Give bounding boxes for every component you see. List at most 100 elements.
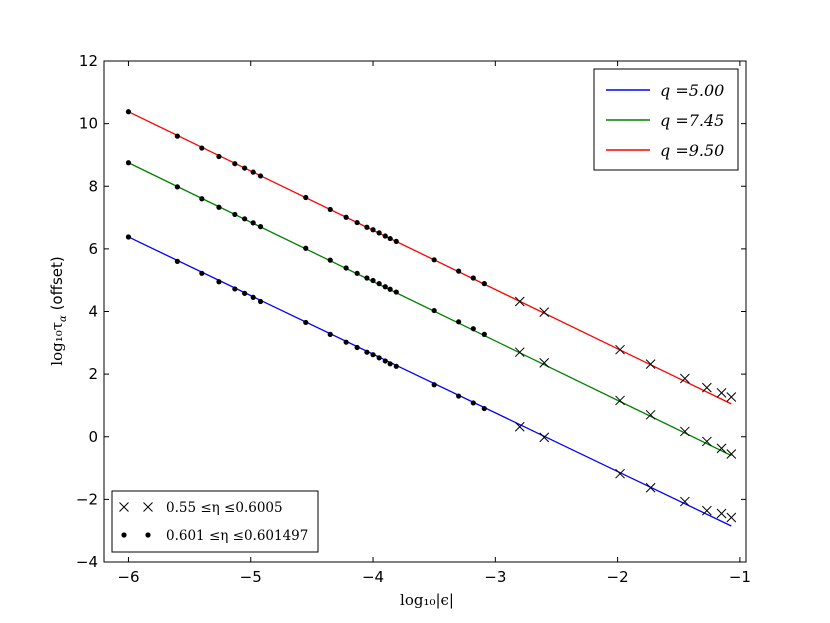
data-point-dot <box>393 289 399 295</box>
y-tick-label: 10 <box>79 115 98 133</box>
data-point-dot <box>125 109 132 115</box>
data-point-dot <box>343 214 349 220</box>
cross-stroke <box>514 421 525 432</box>
data-point-dot <box>364 275 370 281</box>
cross-stroke <box>702 505 712 516</box>
data-point-dot <box>370 227 376 233</box>
data-point-dot <box>174 184 180 190</box>
legend-label: q =9.50 <box>660 141 724 160</box>
data-point-dot <box>303 319 309 326</box>
cross-stroke <box>514 347 525 358</box>
legend-marker-label: 0.55 ≤η ≤0.6005 <box>166 500 283 516</box>
y-tick-label: 0 <box>88 428 98 446</box>
data-point-cross <box>645 482 656 493</box>
x-axis-label-text: log₁₀|ϵ| <box>400 591 454 609</box>
data-point-cross <box>702 436 712 447</box>
data-point-dot <box>174 258 180 264</box>
cross-stroke <box>615 468 625 479</box>
legend-cross-icon <box>119 502 129 512</box>
data-point-dot <box>242 165 248 171</box>
data-point-dot <box>393 363 399 369</box>
data-point-dot <box>470 400 476 406</box>
cross-stroke <box>539 357 550 368</box>
cross-stroke <box>143 502 153 512</box>
data-point-cross <box>726 449 737 459</box>
data-point-dot <box>250 220 256 226</box>
y-tick-label: −2 <box>76 490 98 508</box>
series-fit-line <box>128 111 732 405</box>
cross-stroke <box>726 392 737 402</box>
data-point-cross <box>514 347 525 358</box>
data-point-dot <box>382 358 388 364</box>
data-point-dot <box>431 382 437 388</box>
legend-marker-label: 0.601 ≤η ≤0.601497 <box>166 528 308 544</box>
data-point-dot <box>387 361 393 367</box>
legend-markers: 0.55 ≤η ≤0.6005 0.601 ≤η ≤0.601497 <box>111 490 319 553</box>
x-tick-label: −2 <box>607 568 629 586</box>
data-point-cross <box>539 307 550 317</box>
data-point-dot <box>364 224 370 230</box>
data-point-cross <box>539 432 550 443</box>
legend-dot-icon <box>145 532 151 538</box>
data-point-dot <box>456 393 462 399</box>
data-point-dot <box>393 238 399 244</box>
data-point-cross <box>702 505 712 516</box>
data-point-dot <box>354 219 360 226</box>
y-tick-label: −4 <box>76 553 98 571</box>
data-point-cross <box>645 359 656 369</box>
data-point-cross <box>615 395 625 406</box>
data-point-dot <box>250 294 256 301</box>
cross-stroke <box>539 432 550 443</box>
data-point-dot <box>257 173 264 179</box>
cross-stroke <box>680 426 690 437</box>
data-point-dot <box>456 319 462 325</box>
y-axis-label-rest: (offset) <box>48 256 66 315</box>
legend-series: q =5.00 q =7.45 q =9.50 <box>593 68 739 171</box>
data-point-dot <box>199 196 205 202</box>
data-point-dot <box>257 224 264 230</box>
data-point-dot <box>370 352 376 358</box>
data-point-cross <box>726 512 737 523</box>
x-tick-label: −4 <box>362 568 384 586</box>
data-point-dot <box>242 216 248 222</box>
y-tick-label: 4 <box>88 303 98 321</box>
cross-stroke <box>716 443 727 454</box>
cross-stroke <box>680 373 690 384</box>
data-point-dot <box>456 268 462 274</box>
data-point-dot <box>174 133 180 139</box>
plot-area <box>125 109 737 527</box>
x-tick-label: −5 <box>240 568 262 586</box>
cross-stroke <box>726 449 737 459</box>
data-point-dot <box>481 281 487 287</box>
legend-dot-icon <box>121 532 127 538</box>
cross-stroke <box>539 307 550 317</box>
data-point-dot <box>199 270 205 276</box>
data-point-dot <box>303 245 309 251</box>
series-fit-line <box>128 236 732 527</box>
data-point-dot <box>257 298 264 305</box>
data-point-cross <box>716 508 727 519</box>
data-point-cross <box>539 357 550 368</box>
cross-stroke <box>680 496 690 507</box>
x-tick-label: −3 <box>484 568 506 586</box>
data-point-dot <box>376 355 382 361</box>
data-point-dot <box>354 344 360 351</box>
data-point-cross <box>716 388 727 398</box>
data-point-dot <box>364 349 370 355</box>
data-point-dot <box>376 281 382 287</box>
series-fit-line <box>128 162 732 457</box>
cross-stroke <box>726 512 737 523</box>
data-point-dot <box>343 339 349 345</box>
data-point-dot <box>387 235 393 242</box>
data-point-dot <box>125 160 132 166</box>
data-point-dot <box>232 161 238 167</box>
y-tick-label: 6 <box>88 240 98 258</box>
data-point-dot <box>250 169 256 175</box>
data-point-cross <box>680 426 690 437</box>
data-point-dot <box>216 204 222 210</box>
data-point-dot <box>242 290 248 296</box>
data-point-dot <box>376 230 382 236</box>
cross-stroke <box>716 388 727 398</box>
x-tick-label: −1 <box>729 568 751 586</box>
